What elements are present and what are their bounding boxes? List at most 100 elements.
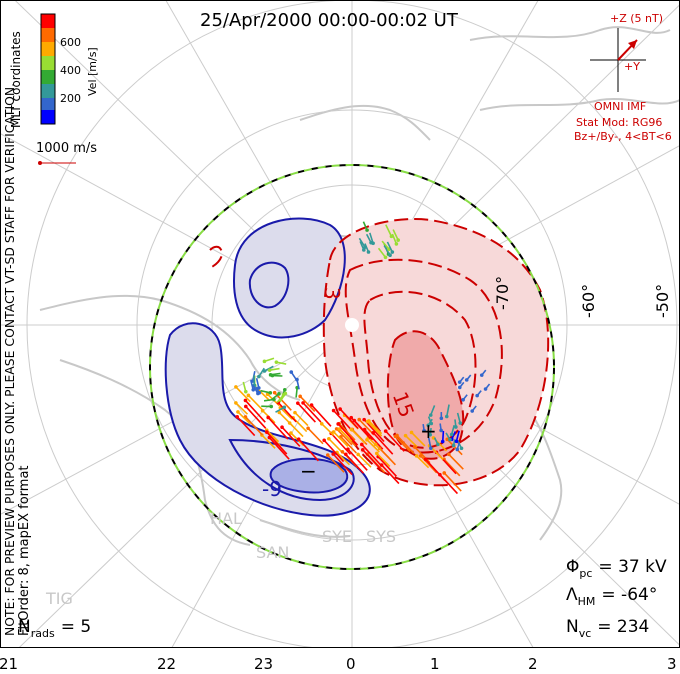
imf-dial: +Z (5 nT) +Y OMNI IMF Stat Mod: RG96 Bz+… xyxy=(574,12,672,143)
imf-y-label: +Y xyxy=(624,60,640,73)
velocity-vector xyxy=(281,426,301,447)
stat-nvc-value: = 234 xyxy=(597,617,649,637)
stat-nrads-sub: rads xyxy=(31,627,55,640)
velocity-vector xyxy=(392,229,399,241)
velocity-vector-dot xyxy=(418,454,423,458)
velocity-vector xyxy=(237,411,251,425)
mlt-label-21: 21 xyxy=(0,655,18,673)
velocity-vector xyxy=(405,435,418,448)
velocity-vector-dot xyxy=(296,401,300,405)
map-title: 25/Apr/2000 00:00-00:02 UT xyxy=(200,10,459,31)
velocity-vector xyxy=(386,241,394,253)
velocity-vector xyxy=(340,436,357,454)
colorbar-frame xyxy=(40,13,56,125)
stat-lambda-symbol: Λ xyxy=(566,585,578,605)
lat-label-60: -60° xyxy=(579,284,598,318)
velocity-vector-dot xyxy=(340,450,345,454)
velocity-vector-dot xyxy=(331,408,336,413)
contour-label-pos-outer: 3 xyxy=(320,287,344,300)
coordinate-system-label: MLT coordinates xyxy=(9,31,23,128)
velocity-vector xyxy=(338,428,353,442)
velocity-vector-dot xyxy=(454,439,459,444)
velocity-vector xyxy=(328,438,344,454)
velocity-vector xyxy=(425,458,446,482)
velocity-vector-dot xyxy=(234,401,238,405)
colorbar-swatch-7 xyxy=(41,110,55,124)
stat-phi-pc: Φpc = 37 kV xyxy=(566,557,667,580)
scale-vector-label: 1000 m/s xyxy=(36,141,97,156)
velocity-vector-dot xyxy=(447,452,451,457)
velocity-vector-dot xyxy=(362,248,366,252)
velocity-vector-dot xyxy=(412,445,417,449)
velocity-vector-dot xyxy=(457,385,462,390)
radar-sites: HAL SAN SYE SYS TIG xyxy=(45,509,396,608)
velocity-vector-dot xyxy=(356,452,360,457)
velocity-vector xyxy=(267,416,289,440)
scale-vector-dot xyxy=(38,161,42,165)
radar-label-sys: SYS xyxy=(366,527,396,546)
velocity-vector-dot xyxy=(449,432,454,437)
radar-label-san: SAN xyxy=(256,543,289,562)
velocity-vector xyxy=(420,455,438,474)
velocity-vector xyxy=(338,423,356,441)
stat-nrads-value: = 5 xyxy=(61,617,91,637)
fit-order-note: FitOrder: 8, mapEX format xyxy=(17,465,32,636)
velocity-vector-dot xyxy=(349,427,354,432)
velocity-vector xyxy=(366,421,383,437)
velocity-vector xyxy=(279,407,293,420)
velocity-vector-dot xyxy=(265,430,269,434)
stat-nrads: Nrads = 5 xyxy=(18,617,91,640)
stat-lambda-sub: HM xyxy=(578,595,596,608)
stat-phi-value: = 37 kV xyxy=(598,557,667,577)
velocity-vector xyxy=(332,409,354,432)
imf-source: OMNI IMF xyxy=(594,100,646,113)
velocity-vector-dot xyxy=(459,446,464,451)
velocity-vector xyxy=(410,431,426,447)
velocity-vector-dot xyxy=(396,238,400,242)
stat-nvc-symbol: N xyxy=(566,617,579,637)
velocity-vector-dot xyxy=(457,380,462,384)
velocity-vector-dot xyxy=(349,415,354,420)
velocity-vector-dot xyxy=(371,241,375,246)
velocity-vector-dot xyxy=(274,360,279,364)
velocity-vector xyxy=(446,438,463,456)
velocity-vector-dot xyxy=(394,242,399,246)
velocity-vector-dot xyxy=(234,385,238,389)
velocity-vector-dot xyxy=(266,415,270,420)
velocity-vector xyxy=(236,416,256,437)
velocity-vector xyxy=(261,434,276,449)
stat-nvc: Nvc = 234 xyxy=(566,617,649,640)
velocity-vector xyxy=(385,224,393,237)
velocity-vector-dot xyxy=(445,437,450,442)
velocity-vector xyxy=(414,446,431,464)
latitude-labels: -70° -60° -50° xyxy=(493,276,672,318)
velocity-vector-dot xyxy=(442,471,447,475)
velocity-vector xyxy=(357,453,372,468)
velocity-vector xyxy=(350,417,371,440)
velocity-vector-dot xyxy=(270,373,275,378)
velocity-vector-dot xyxy=(243,389,248,394)
velocity-vector-dot xyxy=(235,415,240,419)
colorbar-label: Vel [m/s] xyxy=(86,47,99,96)
stat-lambda-hm: ΛHM = -64° xyxy=(566,585,657,608)
velocity-vector-dot xyxy=(458,421,463,425)
velocity-vector xyxy=(336,451,351,466)
velocity-vector xyxy=(361,443,381,466)
velocity-vector xyxy=(443,472,462,492)
velocity-vector-dot xyxy=(439,428,443,433)
mlt-axis: 21 22 23 0 1 2 3 xyxy=(0,655,677,673)
velocity-vector xyxy=(364,429,384,450)
velocity-vector xyxy=(377,247,387,258)
velocity-vector xyxy=(367,437,382,451)
velocity-vector xyxy=(372,432,394,455)
velocity-vector xyxy=(396,434,415,454)
velocity-vector-dot xyxy=(362,417,366,422)
velocity-vector-dot xyxy=(265,392,270,397)
mlt-label-1: 1 xyxy=(430,655,440,673)
velocity-vector xyxy=(327,454,345,473)
velocity-vector xyxy=(362,449,381,470)
velocity-vector-dot xyxy=(483,387,488,391)
velocity-vector-dot xyxy=(388,253,392,257)
velocity-vector-dot xyxy=(319,421,324,426)
velocity-vector-dot xyxy=(325,453,330,457)
